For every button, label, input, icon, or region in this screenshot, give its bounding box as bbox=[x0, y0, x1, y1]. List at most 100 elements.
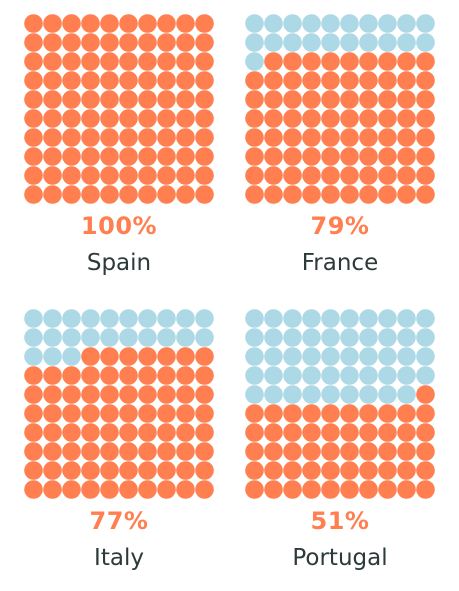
waffle-dot-filled bbox=[378, 442, 397, 461]
waffle-dot-filled bbox=[195, 185, 214, 204]
waffle-dot-filled bbox=[195, 366, 214, 385]
waffle-dot-filled bbox=[43, 480, 62, 499]
waffle-dot-filled bbox=[81, 423, 100, 442]
waffle-dot-empty bbox=[245, 52, 264, 71]
waffle-dot-filled bbox=[138, 347, 157, 366]
waffle-dot-empty bbox=[397, 14, 416, 33]
waffle-dot-filled bbox=[81, 461, 100, 480]
waffle-dot-filled bbox=[138, 461, 157, 480]
waffle-dot-filled bbox=[138, 52, 157, 71]
waffle-dot-filled bbox=[359, 423, 378, 442]
waffle-dot-filled bbox=[62, 52, 81, 71]
waffle-dot-empty bbox=[43, 328, 62, 347]
waffle-dot-empty bbox=[397, 385, 416, 404]
waffle-dot-filled bbox=[340, 147, 359, 166]
waffle-dot-filled bbox=[264, 166, 283, 185]
waffle-dot-empty bbox=[302, 33, 321, 52]
waffle-dot-filled bbox=[62, 14, 81, 33]
waffle-dot-empty bbox=[359, 385, 378, 404]
waffle-dot-filled bbox=[195, 442, 214, 461]
waffle-dot-filled bbox=[195, 14, 214, 33]
waffle-dot-empty bbox=[302, 347, 321, 366]
waffle-dot-filled bbox=[340, 109, 359, 128]
waffle-dot-filled bbox=[245, 480, 264, 499]
waffle-dot-filled bbox=[283, 71, 302, 90]
waffle-dot-filled bbox=[100, 347, 119, 366]
waffle-dot-filled bbox=[157, 147, 176, 166]
waffle-dot-empty bbox=[397, 347, 416, 366]
waffle-dot-filled bbox=[24, 366, 43, 385]
waffle-dot-filled bbox=[416, 109, 435, 128]
waffle-dot-filled bbox=[157, 461, 176, 480]
waffle-dot-empty bbox=[283, 14, 302, 33]
waffle-dot-filled bbox=[245, 423, 264, 442]
waffle-dot-filled bbox=[416, 423, 435, 442]
waffle-dot-filled bbox=[195, 90, 214, 109]
waffle-dot-filled bbox=[359, 128, 378, 147]
waffle-dot-filled bbox=[176, 90, 195, 109]
waffle-dot-empty bbox=[359, 14, 378, 33]
waffle-panel-spain: 100% Spain bbox=[24, 14, 214, 276]
waffle-dot-filled bbox=[283, 109, 302, 128]
waffle-grid-spain bbox=[24, 14, 214, 204]
waffle-dot-filled bbox=[416, 52, 435, 71]
waffle-dot-filled bbox=[62, 423, 81, 442]
waffle-dot-filled bbox=[340, 442, 359, 461]
waffle-dot-filled bbox=[157, 166, 176, 185]
waffle-dot-filled bbox=[340, 461, 359, 480]
waffle-dot-filled bbox=[138, 185, 157, 204]
waffle-dot-filled bbox=[24, 480, 43, 499]
waffle-dot-filled bbox=[283, 90, 302, 109]
waffle-dot-filled bbox=[157, 385, 176, 404]
waffle-dot-empty bbox=[195, 328, 214, 347]
waffle-dot-filled bbox=[264, 404, 283, 423]
waffle-dot-filled bbox=[157, 90, 176, 109]
waffle-dot-filled bbox=[138, 404, 157, 423]
waffle-dot-empty bbox=[195, 309, 214, 328]
waffle-dot-empty bbox=[245, 328, 264, 347]
waffle-dot-empty bbox=[359, 347, 378, 366]
waffle-dot-filled bbox=[283, 423, 302, 442]
waffle-dot-filled bbox=[245, 147, 264, 166]
waffle-dot-filled bbox=[340, 52, 359, 71]
waffle-dot-filled bbox=[321, 185, 340, 204]
waffle-dot-empty bbox=[264, 328, 283, 347]
waffle-dot-empty bbox=[283, 328, 302, 347]
waffle-dot-empty bbox=[378, 309, 397, 328]
waffle-dot-filled bbox=[100, 461, 119, 480]
country-label: Spain bbox=[86, 250, 152, 276]
waffle-dot-filled bbox=[81, 33, 100, 52]
waffle-dot-filled bbox=[176, 147, 195, 166]
waffle-dot-filled bbox=[24, 166, 43, 185]
waffle-dot-empty bbox=[24, 328, 43, 347]
waffle-dot-filled bbox=[302, 461, 321, 480]
waffle-dot-filled bbox=[195, 385, 214, 404]
waffle-dot-empty bbox=[340, 328, 359, 347]
waffle-dot-filled bbox=[157, 71, 176, 90]
waffle-dot-filled bbox=[62, 71, 81, 90]
waffle-dot-filled bbox=[119, 461, 138, 480]
waffle-dot-filled bbox=[378, 52, 397, 71]
waffle-dot-filled bbox=[24, 404, 43, 423]
waffle-dot-filled bbox=[359, 147, 378, 166]
waffle-dot-filled bbox=[416, 461, 435, 480]
waffle-dot-filled bbox=[397, 147, 416, 166]
waffle-dot-filled bbox=[176, 385, 195, 404]
waffle-dot-empty bbox=[62, 328, 81, 347]
waffle-dot-filled bbox=[321, 442, 340, 461]
waffle-dot-empty bbox=[302, 14, 321, 33]
waffle-dot-empty bbox=[264, 33, 283, 52]
waffle-dot-filled bbox=[81, 128, 100, 147]
waffle-dot-filled bbox=[176, 166, 195, 185]
waffle-dot-filled bbox=[378, 404, 397, 423]
waffle-dot-filled bbox=[119, 109, 138, 128]
waffle-dot-empty bbox=[321, 33, 340, 52]
waffle-dot-filled bbox=[397, 90, 416, 109]
waffle-dot-filled bbox=[43, 366, 62, 385]
waffle-dot-filled bbox=[43, 404, 62, 423]
waffle-dot-filled bbox=[157, 33, 176, 52]
waffle-dot-filled bbox=[100, 480, 119, 499]
waffle-dot-filled bbox=[138, 128, 157, 147]
waffle-dot-filled bbox=[321, 71, 340, 90]
waffle-dot-filled bbox=[378, 185, 397, 204]
